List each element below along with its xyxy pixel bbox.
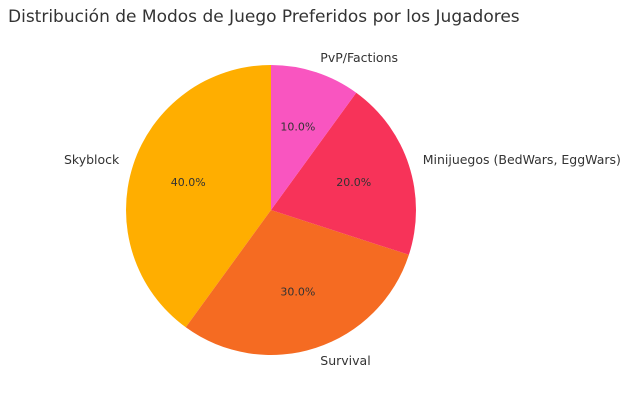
pie-labels: Skyblock 40.0% Survival 30.0% Minijuegos (Be… <box>64 50 621 368</box>
slice-label-minijuegos-bedwars-eggwars: Minijuegos (BedWars, EggWars) <box>423 152 621 167</box>
pie-slice-minijuegos-bedwars-eggwars <box>271 92 416 255</box>
pie-slice-survival <box>185 210 409 355</box>
slice-label-skyblock: Skyblock <box>64 152 120 167</box>
pie-slice-pvp-factions <box>271 65 357 210</box>
slice-percent-skyblock: 40.0% <box>171 176 206 189</box>
slice-percent-minijuegos-bedwars-eggwars: 20.0% <box>336 176 371 189</box>
pie-slices <box>126 65 416 355</box>
pie-slice-skyblock <box>126 65 272 328</box>
slice-percent-survival: 30.0% <box>280 286 315 299</box>
slice-percent-pvp-factions: 10.0% <box>280 120 315 133</box>
slice-label-survival: Survival <box>320 353 370 368</box>
slice-label-pvp-factions: PvP/Factions <box>320 50 398 65</box>
chart-title: Distribución de Modos de Juego Preferido… <box>8 7 520 27</box>
